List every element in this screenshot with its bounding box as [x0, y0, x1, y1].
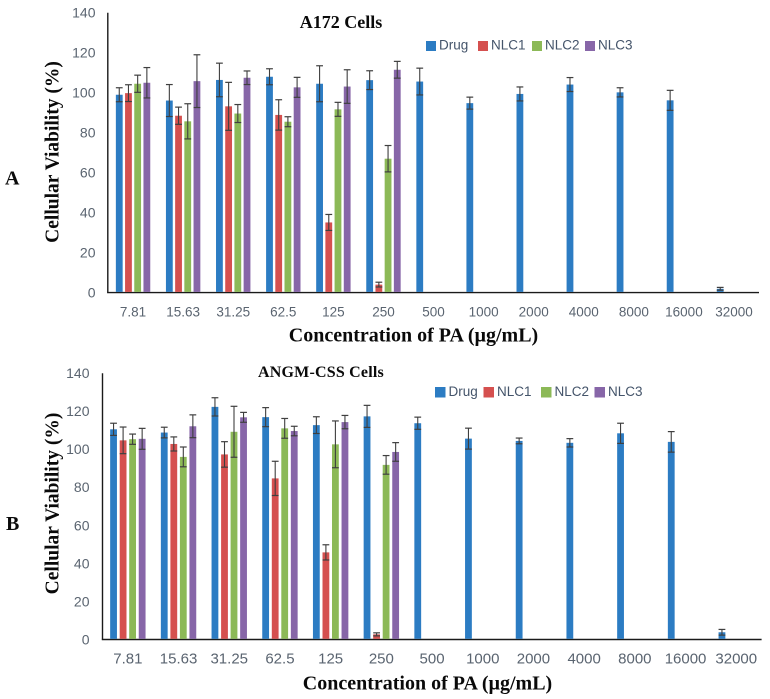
svg-text:120: 120 — [72, 45, 96, 61]
svg-text:Cellular Viability (%): Cellular Viability (%) — [43, 413, 64, 595]
svg-text:16000: 16000 — [665, 651, 707, 668]
svg-text:60: 60 — [74, 517, 90, 533]
svg-text:80: 80 — [80, 125, 96, 141]
svg-text:Cellular Viability (%): Cellular Viability (%) — [43, 61, 64, 243]
svg-text:8000: 8000 — [618, 651, 651, 668]
svg-text:125: 125 — [322, 305, 345, 320]
svg-text:40: 40 — [74, 555, 90, 571]
svg-text:250: 250 — [369, 651, 394, 668]
svg-text:32000: 32000 — [715, 305, 753, 320]
svg-text:31.25: 31.25 — [216, 305, 250, 320]
svg-text:7.81: 7.81 — [113, 651, 142, 668]
svg-text:8000: 8000 — [619, 305, 649, 320]
svg-text:15.63: 15.63 — [160, 651, 198, 668]
svg-text:20: 20 — [80, 245, 96, 261]
svg-text:60: 60 — [80, 165, 96, 181]
svg-text:7.81: 7.81 — [120, 305, 146, 320]
svg-text:A172 Cells: A172 Cells — [300, 12, 383, 32]
svg-text:16000: 16000 — [665, 305, 703, 320]
svg-text:Drug: Drug — [449, 384, 478, 399]
svg-text:80: 80 — [74, 479, 90, 495]
svg-text:62.5: 62.5 — [265, 651, 294, 668]
svg-text:15.63: 15.63 — [166, 305, 200, 320]
svg-text:1000: 1000 — [469, 305, 499, 320]
svg-text:NLC3: NLC3 — [598, 38, 633, 53]
svg-text:120: 120 — [66, 403, 90, 419]
svg-text:2000: 2000 — [519, 305, 549, 320]
svg-text:NLC3: NLC3 — [608, 384, 643, 399]
svg-text:NLC1: NLC1 — [491, 38, 526, 53]
svg-text:250: 250 — [372, 305, 395, 320]
svg-text:500: 500 — [422, 305, 445, 320]
svg-text:0: 0 — [82, 631, 90, 647]
svg-text:62.5: 62.5 — [270, 305, 296, 320]
svg-text:32000: 32000 — [715, 651, 757, 668]
svg-text:NLC2: NLC2 — [545, 38, 580, 53]
svg-text:40: 40 — [80, 205, 96, 221]
svg-text:ANGM-CSS Cells: ANGM-CSS Cells — [258, 364, 384, 381]
svg-text:31.25: 31.25 — [210, 651, 248, 668]
svg-text:2000: 2000 — [517, 651, 550, 668]
svg-text:4000: 4000 — [569, 305, 599, 320]
svg-text:140: 140 — [72, 5, 96, 21]
svg-text:20: 20 — [74, 593, 90, 609]
svg-text:0: 0 — [88, 285, 96, 301]
svg-text:4000: 4000 — [567, 651, 600, 668]
svg-text:100: 100 — [66, 441, 90, 457]
svg-text:Concentration of PA (µg/mL): Concentration of PA (µg/mL) — [289, 325, 538, 347]
svg-text:NLC2: NLC2 — [555, 384, 590, 399]
svg-text:Concentration of PA (µg/mL): Concentration of PA (µg/mL) — [303, 673, 552, 695]
svg-text:125: 125 — [318, 651, 343, 668]
svg-text:A: A — [5, 168, 20, 190]
svg-text:NLC1: NLC1 — [497, 384, 532, 399]
svg-text:500: 500 — [420, 651, 445, 668]
svg-text:100: 100 — [72, 85, 96, 101]
svg-text:Drug: Drug — [439, 38, 468, 53]
svg-text:140: 140 — [66, 365, 90, 381]
svg-text:1000: 1000 — [466, 651, 499, 668]
svg-text:B: B — [6, 513, 19, 535]
